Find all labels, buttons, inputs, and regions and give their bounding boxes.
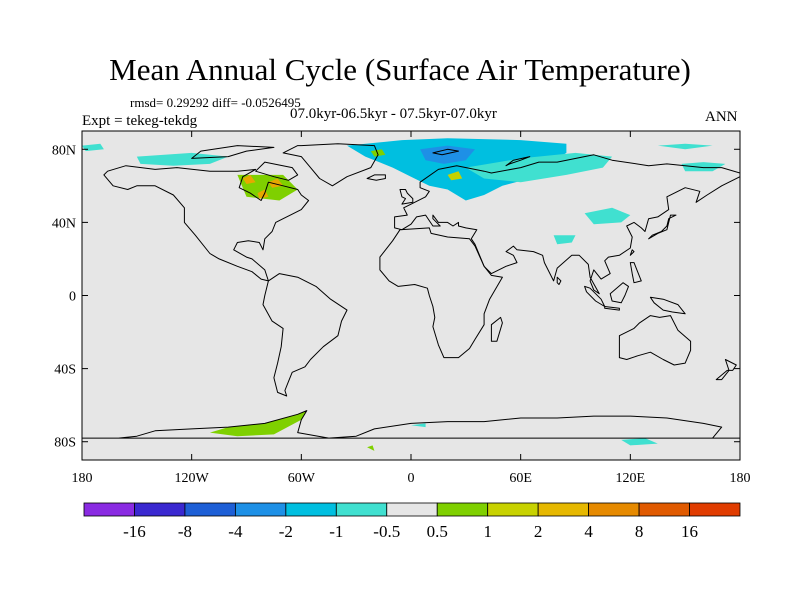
anomaly-north-america-light: [136, 152, 229, 166]
anomaly-siberia-light: [465, 152, 613, 183]
colorbar-label: 8: [635, 522, 644, 541]
anomaly-scandinavia-siberia: [347, 138, 567, 201]
anomaly-east-antarctic: [621, 438, 658, 446]
svalbard-coast: [432, 148, 459, 156]
lon-tick-label: 180: [72, 471, 93, 486]
borneo-coast: [609, 282, 629, 304]
lon-tick-label: 180: [730, 471, 751, 486]
colorbar-swatch: [134, 502, 186, 517]
lat-tick-label: 40S: [54, 363, 76, 378]
map-background: [82, 131, 740, 460]
colorbar-swatch: [184, 502, 236, 517]
anomaly-layer: [82, 138, 726, 451]
philippines-coast: [629, 262, 642, 284]
anomaly-greenland-green: [370, 149, 386, 157]
lon-tick-label: 120W: [175, 471, 210, 486]
plot-title: Mean Annual Cycle (Surface Air Temperatu…: [109, 52, 691, 87]
colorbar-swatch: [638, 502, 690, 517]
anomaly-antarctic-small: [411, 423, 426, 428]
greenland-coast: [282, 143, 379, 187]
new-guinea-coast: [649, 296, 686, 315]
axis-ticks: 80N 40N 0 40S 80S 180 120W 60W 0 60E 120E 180: [52, 131, 751, 486]
season-label: ANN: [705, 109, 738, 125]
colorbar-label: -2: [279, 522, 293, 541]
colorbar-label: -1: [329, 522, 343, 541]
coastline-layer: [82, 143, 740, 439]
colorbar-swatch: [487, 502, 539, 517]
taiwan-coast: [629, 249, 635, 256]
colorbar-label: 4: [584, 522, 593, 541]
europe-asia-coast: [394, 154, 740, 295]
anomaly-arctic-east: [657, 143, 713, 150]
lat-tick-label: 80S: [54, 436, 76, 451]
anomaly-east-asia: [584, 207, 631, 225]
lat-tick-label: 40N: [52, 216, 76, 231]
antarctica-coast: [82, 410, 740, 439]
lon-tick-label: 60E: [509, 471, 532, 486]
anomaly-scandinavia-warm: [447, 171, 463, 181]
lon-tick-label: 120E: [616, 471, 646, 486]
iceland-coast: [366, 174, 386, 181]
anomaly-tibet: [553, 235, 576, 245]
new-zealand-coast: [715, 359, 737, 381]
lon-tick-label: 0: [408, 471, 415, 486]
colorbar-label: 0.5: [427, 522, 448, 541]
japan-coast: [648, 214, 677, 240]
anomaly-far-east: [681, 162, 726, 172]
lon-tick-label: 60W: [288, 471, 316, 486]
colorbar-swatch: [83, 502, 135, 517]
south-america-coast: [262, 273, 348, 397]
colorbar-label: 16: [681, 522, 698, 541]
colorbar-swatch: [689, 502, 741, 517]
colorbar-swatch: [335, 502, 388, 517]
colorbar-label: 1: [483, 522, 492, 541]
anomaly-antarctic-peninsula: [209, 410, 307, 437]
java-coast: [604, 306, 620, 311]
sri-lanka-coast: [556, 276, 562, 285]
australia-coast: [618, 315, 692, 366]
anomaly-weddell: [367, 445, 375, 451]
colorbar-swatch: [386, 502, 438, 517]
anomaly-scandinavia-core: [420, 145, 475, 164]
experiment-label: Expt = tekeg-tekdg: [82, 113, 198, 129]
novaya-zemlya-coast: [505, 156, 531, 167]
arctic-islands-coast: [191, 145, 275, 159]
madagascar-coast: [490, 316, 503, 342]
colorbar-label: -16: [123, 522, 146, 541]
anomaly-hudson-orange-1: [242, 174, 256, 184]
lat-tick-label: 80N: [52, 143, 76, 158]
colorbar-swatch: [234, 502, 287, 517]
baffin-coast: [255, 161, 299, 181]
colorbar-label: 2: [534, 522, 543, 541]
colorbar-swatch: [588, 502, 640, 517]
africa-coast: [379, 227, 503, 359]
colorbar: -16 -8 -4 -2 -1 -0.5 0.5 1 2 4 8 16: [83, 502, 741, 541]
lat-tick-label: 0: [69, 290, 76, 305]
colorbar-swatch: [537, 502, 590, 517]
north-america-coast: [103, 165, 310, 282]
stats-label: rmsd= 0.29292 diff= -0.0526495: [130, 95, 301, 110]
colorbar-swatch: [436, 502, 489, 517]
colorbar-label: -4: [228, 522, 243, 541]
colorbar-label: -0.5: [373, 522, 400, 541]
colorbar-label: -8: [178, 522, 192, 541]
colorbar-swatch: [285, 502, 337, 517]
period-label: 07.0kyr-06.5kyr - 07.5kyr-07.0kyr: [290, 106, 497, 122]
uk-coast: [399, 189, 414, 205]
